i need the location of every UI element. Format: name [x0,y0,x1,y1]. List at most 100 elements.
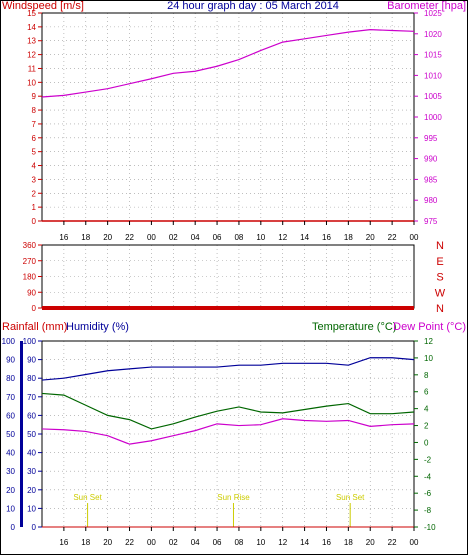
x-tick-label: 20 [103,233,112,242]
temperature-axis-label: Temperature (°C) [312,321,396,333]
temperature-tick-label: -8 [424,506,432,515]
humidity-tick-label: 70 [27,393,36,402]
x-tick-label: 08 [234,233,243,242]
x-tick-label: 06 [213,538,222,547]
barometer-line [41,29,415,98]
rainfall-tick-label: 80 [6,374,15,383]
x-tick-label: 14 [300,538,309,547]
rainfall-tick-label: 40 [6,449,15,458]
temperature-tick-label: 2 [424,422,429,431]
barometer-tick-label: 985 [424,175,438,184]
windspeed-tick-label: 8 [32,106,37,115]
barometer-tick-label: 980 [424,196,438,205]
temperature-tick-label: 12 [424,337,433,346]
temperature-tick-label: -4 [424,472,432,481]
humidity-line [41,357,415,381]
direction-tick-label: 270 [23,257,37,266]
rainfall-axis-bar [20,341,23,527]
x-tick-label: 02 [169,538,178,547]
humidity-tick-label: 10 [27,504,36,513]
humidity-tick-label: 0 [32,523,37,532]
x-tick-label: 18 [81,538,90,547]
x-tick-label: 14 [300,233,309,242]
windspeed-tick-label: 1 [32,203,37,212]
humidity-tick-label: 50 [27,430,36,439]
windspeed-tick-label: 9 [32,92,37,101]
windspeed-tick-label: 10 [27,78,36,87]
x-tick-label: 00 [147,538,156,547]
direction-tick-label: 360 [23,241,37,250]
humidity-tick-label: 90 [27,356,36,365]
windspeed-tick-label: 11 [28,64,37,73]
rainfall-tick-label: 90 [6,356,15,365]
barometer-tick-label: 990 [424,155,438,164]
panel1-frame [41,12,415,222]
x-tick-label: 20 [366,538,375,547]
sun-event-label: Sun Rise [217,493,250,502]
rainfall-tick-label: 60 [6,411,15,420]
x-tick-label: 18 [344,538,353,547]
temperature-tick-label: 8 [424,371,429,380]
humidity-tick-label: 80 [27,374,36,383]
x-tick-label: 00 [410,538,419,547]
x-tick-label: 00 [410,233,419,242]
humidity-tick-label: 20 [27,486,36,495]
x-tick-label: 12 [278,233,287,242]
compass-label: E [436,256,443,268]
humidity-tick-label: 30 [27,467,36,476]
x-tick-label: 16 [59,233,68,242]
humidity-tick-label: 100 [23,337,37,346]
x-tick-label: 16 [59,538,68,547]
barometer-axis-label: Barometer [hpa] [387,0,466,12]
x-tick-label: 04 [191,538,200,547]
windspeed-tick-label: 4 [32,162,37,171]
compass-label: N [436,240,444,252]
x-tick-label: 18 [344,233,353,242]
x-tick-label: 20 [366,233,375,242]
rainfall-axis-label: Rainfall (mm) [2,321,67,333]
rainfall-tick-label: 100 [2,337,16,346]
x-tick-label: 22 [125,538,134,547]
windspeed-tick-label: 2 [32,189,37,198]
x-tick-label: 16 [322,538,331,547]
windspeed-tick-label: 13 [27,37,36,46]
x-tick-label: 22 [388,538,397,547]
x-tick-label: 22 [388,233,397,242]
rainfall-tick-label: 30 [6,467,15,476]
x-tick-label: 12 [278,538,287,547]
windspeed-tick-label: 7 [32,120,37,129]
x-tick-label: 02 [169,233,178,242]
sun-event-label: Sun Set [336,493,365,502]
x-tick-label: 10 [256,233,265,242]
x-tick-label: 08 [234,538,243,547]
x-tick-label: 00 [147,233,156,242]
windspeed-axis-label: Windspeed [m/s] [2,0,84,12]
temperature-tick-label: 0 [424,438,429,447]
sun-event-label: Sun Set [73,493,102,502]
barometer-tick-label: 1025 [424,9,442,18]
humidity-tick-label: 40 [27,449,36,458]
rainfall-tick-label: 70 [6,393,15,402]
windspeed-tick-label: 15 [27,9,36,18]
compass-label: N [436,303,444,315]
humidity-tick-label: 60 [27,411,36,420]
barometer-tick-label: 995 [424,134,438,143]
temperature-line [41,392,415,430]
windspeed-tick-label: 5 [32,148,37,157]
dew-point-line [41,418,415,445]
compass-label: S [436,272,443,284]
barometer-tick-label: 1020 [424,30,442,39]
temperature-tick-label: 4 [424,405,429,414]
rainfall-tick-label: 0 [11,523,16,532]
barometer-tick-label: 975 [424,217,438,226]
windspeed-tick-label: 3 [32,175,37,184]
temperature-tick-label: -10 [424,523,436,532]
barometer-tick-label: 1000 [424,113,442,122]
humidity-axis-label: Humidity (%) [66,321,129,333]
direction-tick-label: 90 [27,288,36,297]
x-tick-label: 18 [81,233,90,242]
barometer-tick-label: 1010 [424,71,442,80]
temperature-tick-label: 6 [424,388,429,397]
